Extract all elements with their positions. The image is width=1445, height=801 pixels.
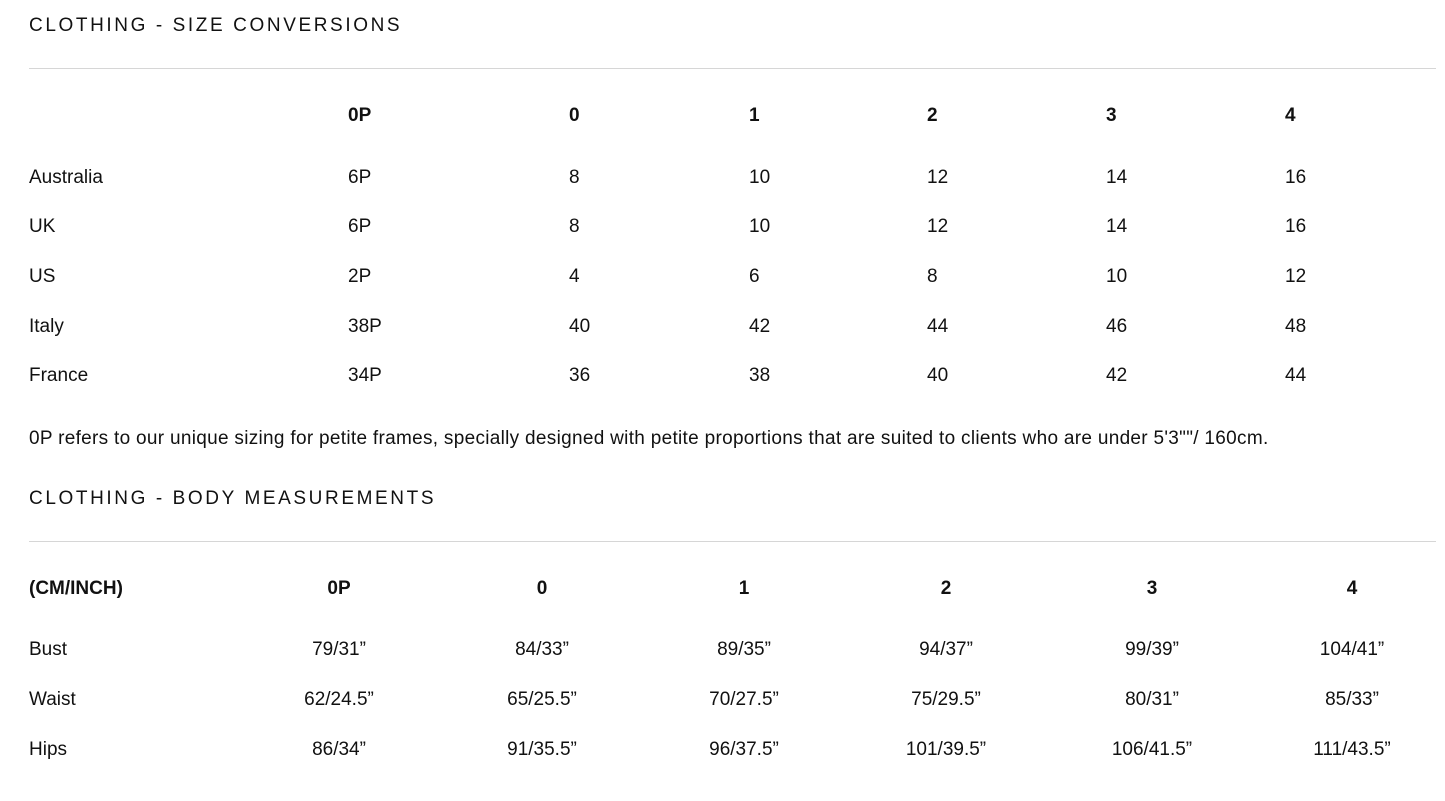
table-cell: 36 (569, 365, 591, 386)
table-cell: 10 (1106, 266, 1128, 287)
table-cell: 2P (348, 266, 372, 287)
column-header: 1 (738, 578, 750, 599)
table-cell: 16 (1285, 216, 1307, 237)
table-cell: 8 (927, 266, 938, 287)
row-label: Bust (29, 639, 68, 660)
table-cell: 79/31” (312, 639, 366, 660)
table-cell: 91/35.5” (507, 739, 577, 760)
table-cell: 12 (1285, 266, 1307, 287)
row-label: France (29, 365, 89, 386)
column-header: 0P (327, 578, 351, 599)
body-measurements-title: CLOTHING - BODY MEASUREMENTS (29, 488, 437, 509)
table-cell: 42 (749, 316, 771, 337)
table-cell: 111/43.5” (1313, 739, 1391, 760)
table-cell: 8 (569, 216, 580, 237)
table-cell: 89/35” (717, 639, 771, 660)
table-cell: 38P (348, 316, 382, 337)
table-cell: 75/29.5” (911, 689, 981, 710)
table-cell: 70/27.5” (709, 689, 779, 710)
table-cell: 6 (749, 266, 760, 287)
table-cell: 6P (348, 167, 372, 188)
column-header: 2 (927, 105, 938, 126)
size-conversions-title: CLOTHING - SIZE CONVERSIONS (29, 15, 403, 36)
table-cell: 46 (1106, 316, 1128, 337)
table-cell: 86/34” (312, 739, 366, 760)
column-header: 4 (1346, 578, 1358, 599)
table-cell: 8 (569, 167, 580, 188)
table-cell: 85/33” (1325, 689, 1379, 710)
table-cell: 10 (749, 167, 771, 188)
column-header: 3 (1146, 578, 1158, 599)
table-cell: 96/37.5” (709, 739, 779, 760)
table-cell: 16 (1285, 167, 1307, 188)
column-header: 2 (940, 578, 952, 599)
divider (29, 541, 1436, 542)
table-cell: 80/31” (1125, 689, 1179, 710)
table-cell: 94/37” (919, 639, 973, 660)
table-cell: 104/41” (1319, 639, 1385, 660)
table-cell: 62/24.5” (304, 689, 374, 710)
table-cell: 101/39.5” (905, 739, 987, 760)
row-label: UK (29, 216, 56, 237)
column-header: 0P (348, 105, 372, 126)
column-header: (CM/INCH) (29, 578, 123, 599)
table-cell: 48 (1285, 316, 1307, 337)
table-cell: 65/25.5” (507, 689, 577, 710)
table-cell: 106/41.5” (1111, 739, 1193, 760)
table-cell: 40 (927, 365, 949, 386)
row-label: Australia (29, 167, 103, 188)
table-cell: 12 (927, 216, 949, 237)
table-cell: 12 (927, 167, 949, 188)
row-label: Italy (29, 316, 64, 337)
column-header: 0 (569, 105, 580, 126)
table-cell: 4 (569, 266, 580, 287)
petite-note: 0P refers to our unique sizing for petit… (29, 428, 1269, 449)
row-label: US (29, 266, 56, 287)
table-cell: 44 (1285, 365, 1307, 386)
row-label: Hips (29, 739, 68, 760)
divider (29, 68, 1436, 69)
table-cell: 42 (1106, 365, 1128, 386)
table-cell: 14 (1106, 167, 1128, 188)
table-cell: 6P (348, 216, 372, 237)
column-header: 0 (536, 578, 548, 599)
table-cell: 34P (348, 365, 382, 386)
column-header: 3 (1106, 105, 1117, 126)
table-cell: 44 (927, 316, 949, 337)
table-cell: 14 (1106, 216, 1128, 237)
column-header: 1 (749, 105, 760, 126)
column-header: 4 (1285, 105, 1296, 126)
row-label: Waist (29, 689, 76, 710)
table-cell: 99/39” (1125, 639, 1179, 660)
table-cell: 84/33” (515, 639, 569, 660)
table-cell: 10 (749, 216, 771, 237)
table-cell: 38 (749, 365, 771, 386)
table-cell: 40 (569, 316, 591, 337)
